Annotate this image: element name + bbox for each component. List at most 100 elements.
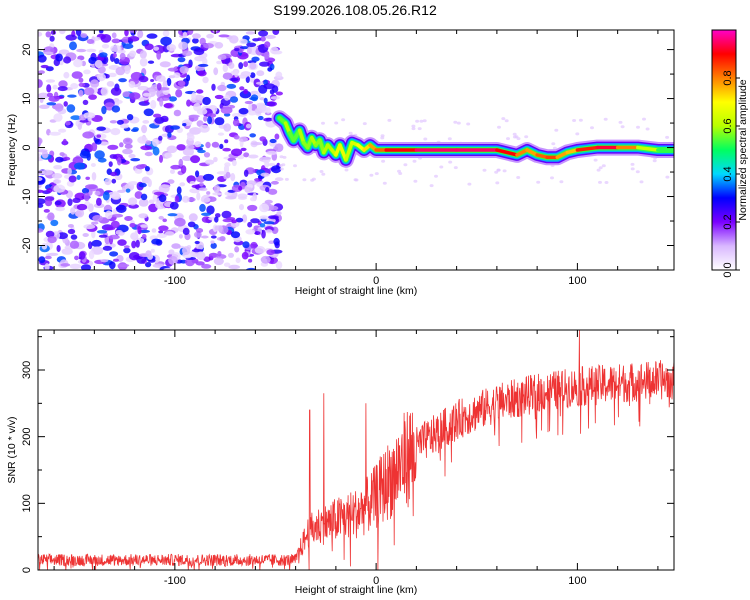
noise-cell — [380, 136, 385, 140]
noise-cell — [78, 251, 86, 260]
noise-cell — [274, 177, 284, 182]
noise-cell — [69, 240, 80, 249]
noise-cell — [170, 169, 175, 175]
noise-cell — [155, 200, 167, 210]
noise-cell — [81, 60, 86, 67]
noise-cell — [524, 135, 529, 139]
noise-cell — [38, 79, 43, 88]
noise-cell — [138, 198, 149, 207]
noise-cell — [153, 113, 162, 118]
noise-cell — [224, 94, 230, 101]
noise-cell — [137, 136, 148, 144]
noise-cell — [186, 74, 191, 82]
noise-cell — [234, 70, 239, 78]
noise-cell — [99, 52, 108, 58]
noise-cell — [111, 105, 121, 113]
noise-cell — [50, 30, 57, 35]
noise-cell — [334, 121, 339, 125]
noise-cell — [130, 158, 141, 162]
noise-cell — [130, 232, 139, 240]
noise-cell — [270, 46, 279, 55]
noise-cell — [136, 164, 145, 170]
noise-cell — [238, 136, 248, 143]
noise-cell — [168, 249, 175, 255]
noise-cell — [128, 252, 140, 261]
noise-cell — [112, 208, 118, 215]
noise-cell — [186, 99, 192, 107]
noise-cell — [453, 120, 458, 124]
noise-cell — [127, 36, 140, 42]
noise-cell — [211, 83, 216, 91]
noise-cell — [88, 241, 93, 250]
noise-cell — [453, 166, 458, 170]
noise-cell — [467, 182, 472, 186]
noise-cell — [642, 117, 646, 121]
noise-cell — [128, 153, 136, 159]
spectrogram-frame — [37, 29, 675, 271]
noise-cell — [101, 44, 110, 49]
noise-cell — [83, 87, 95, 96]
noise-cell — [238, 107, 249, 115]
noise-cell — [210, 242, 217, 249]
noise-cell — [598, 180, 602, 184]
noise-cell — [63, 56, 72, 64]
noise-cell — [166, 77, 172, 87]
noise-cell — [67, 167, 72, 175]
noise-cell — [43, 51, 54, 55]
noise-cell — [210, 240, 215, 244]
noise-cell — [238, 74, 248, 79]
colorbar-tick-label: 0.0 — [722, 262, 734, 277]
noise-cell — [197, 70, 207, 77]
noise-cell — [63, 156, 71, 161]
noise-cell — [98, 234, 108, 238]
noise-cell — [142, 92, 152, 97]
noise-cell — [250, 90, 259, 95]
noise-cell — [38, 70, 45, 74]
spectrogram-ridge — [271, 110, 674, 168]
noise-cell — [276, 211, 282, 216]
noise-cell — [246, 183, 253, 188]
noise-cell — [179, 66, 189, 74]
noise-cell — [263, 97, 268, 104]
noise-cell — [158, 230, 164, 234]
noise-cell — [128, 181, 139, 186]
noise-cell — [124, 216, 133, 221]
noise-cell — [62, 138, 67, 146]
noise-cell — [44, 199, 53, 207]
noise-cell — [107, 144, 119, 150]
noise-cell — [46, 102, 57, 106]
noise-cell — [141, 124, 148, 134]
noise-cell — [116, 119, 124, 125]
noise-cell — [162, 218, 167, 223]
noise-cell — [266, 249, 275, 256]
noise-cell — [590, 126, 594, 130]
noise-cell — [161, 184, 171, 188]
noise-cell — [124, 143, 133, 149]
noise-cell — [249, 133, 256, 138]
snr-panel: -100 0 100 0 100 200 300 Height of straight li… — [6, 329, 675, 596]
noise-cell — [245, 31, 256, 35]
noise-cell — [102, 191, 110, 201]
noise-cell — [250, 241, 258, 249]
noise-cell — [91, 172, 97, 181]
noise-cell — [195, 228, 204, 233]
noise-cell — [192, 33, 201, 39]
noise-cell — [254, 231, 261, 235]
noise-cell — [94, 59, 103, 69]
snr-xtick-label: 100 — [568, 575, 586, 587]
noise-cell — [111, 32, 117, 39]
noise-cell — [275, 261, 283, 270]
noise-cell — [374, 172, 379, 176]
noise-cell — [259, 136, 267, 142]
snr-ytick-label: 200 — [21, 427, 33, 445]
noise-cell — [48, 95, 60, 102]
spectrogram-ytick-label: -20 — [21, 238, 33, 254]
noise-cell — [213, 185, 221, 193]
noise-cell — [380, 134, 385, 138]
noise-cell — [94, 139, 102, 145]
ridge-core-segment — [575, 145, 600, 152]
noise-cell — [194, 240, 200, 245]
noise-cell — [66, 104, 76, 113]
noise-cell — [119, 142, 124, 148]
noise-cell — [194, 231, 202, 238]
